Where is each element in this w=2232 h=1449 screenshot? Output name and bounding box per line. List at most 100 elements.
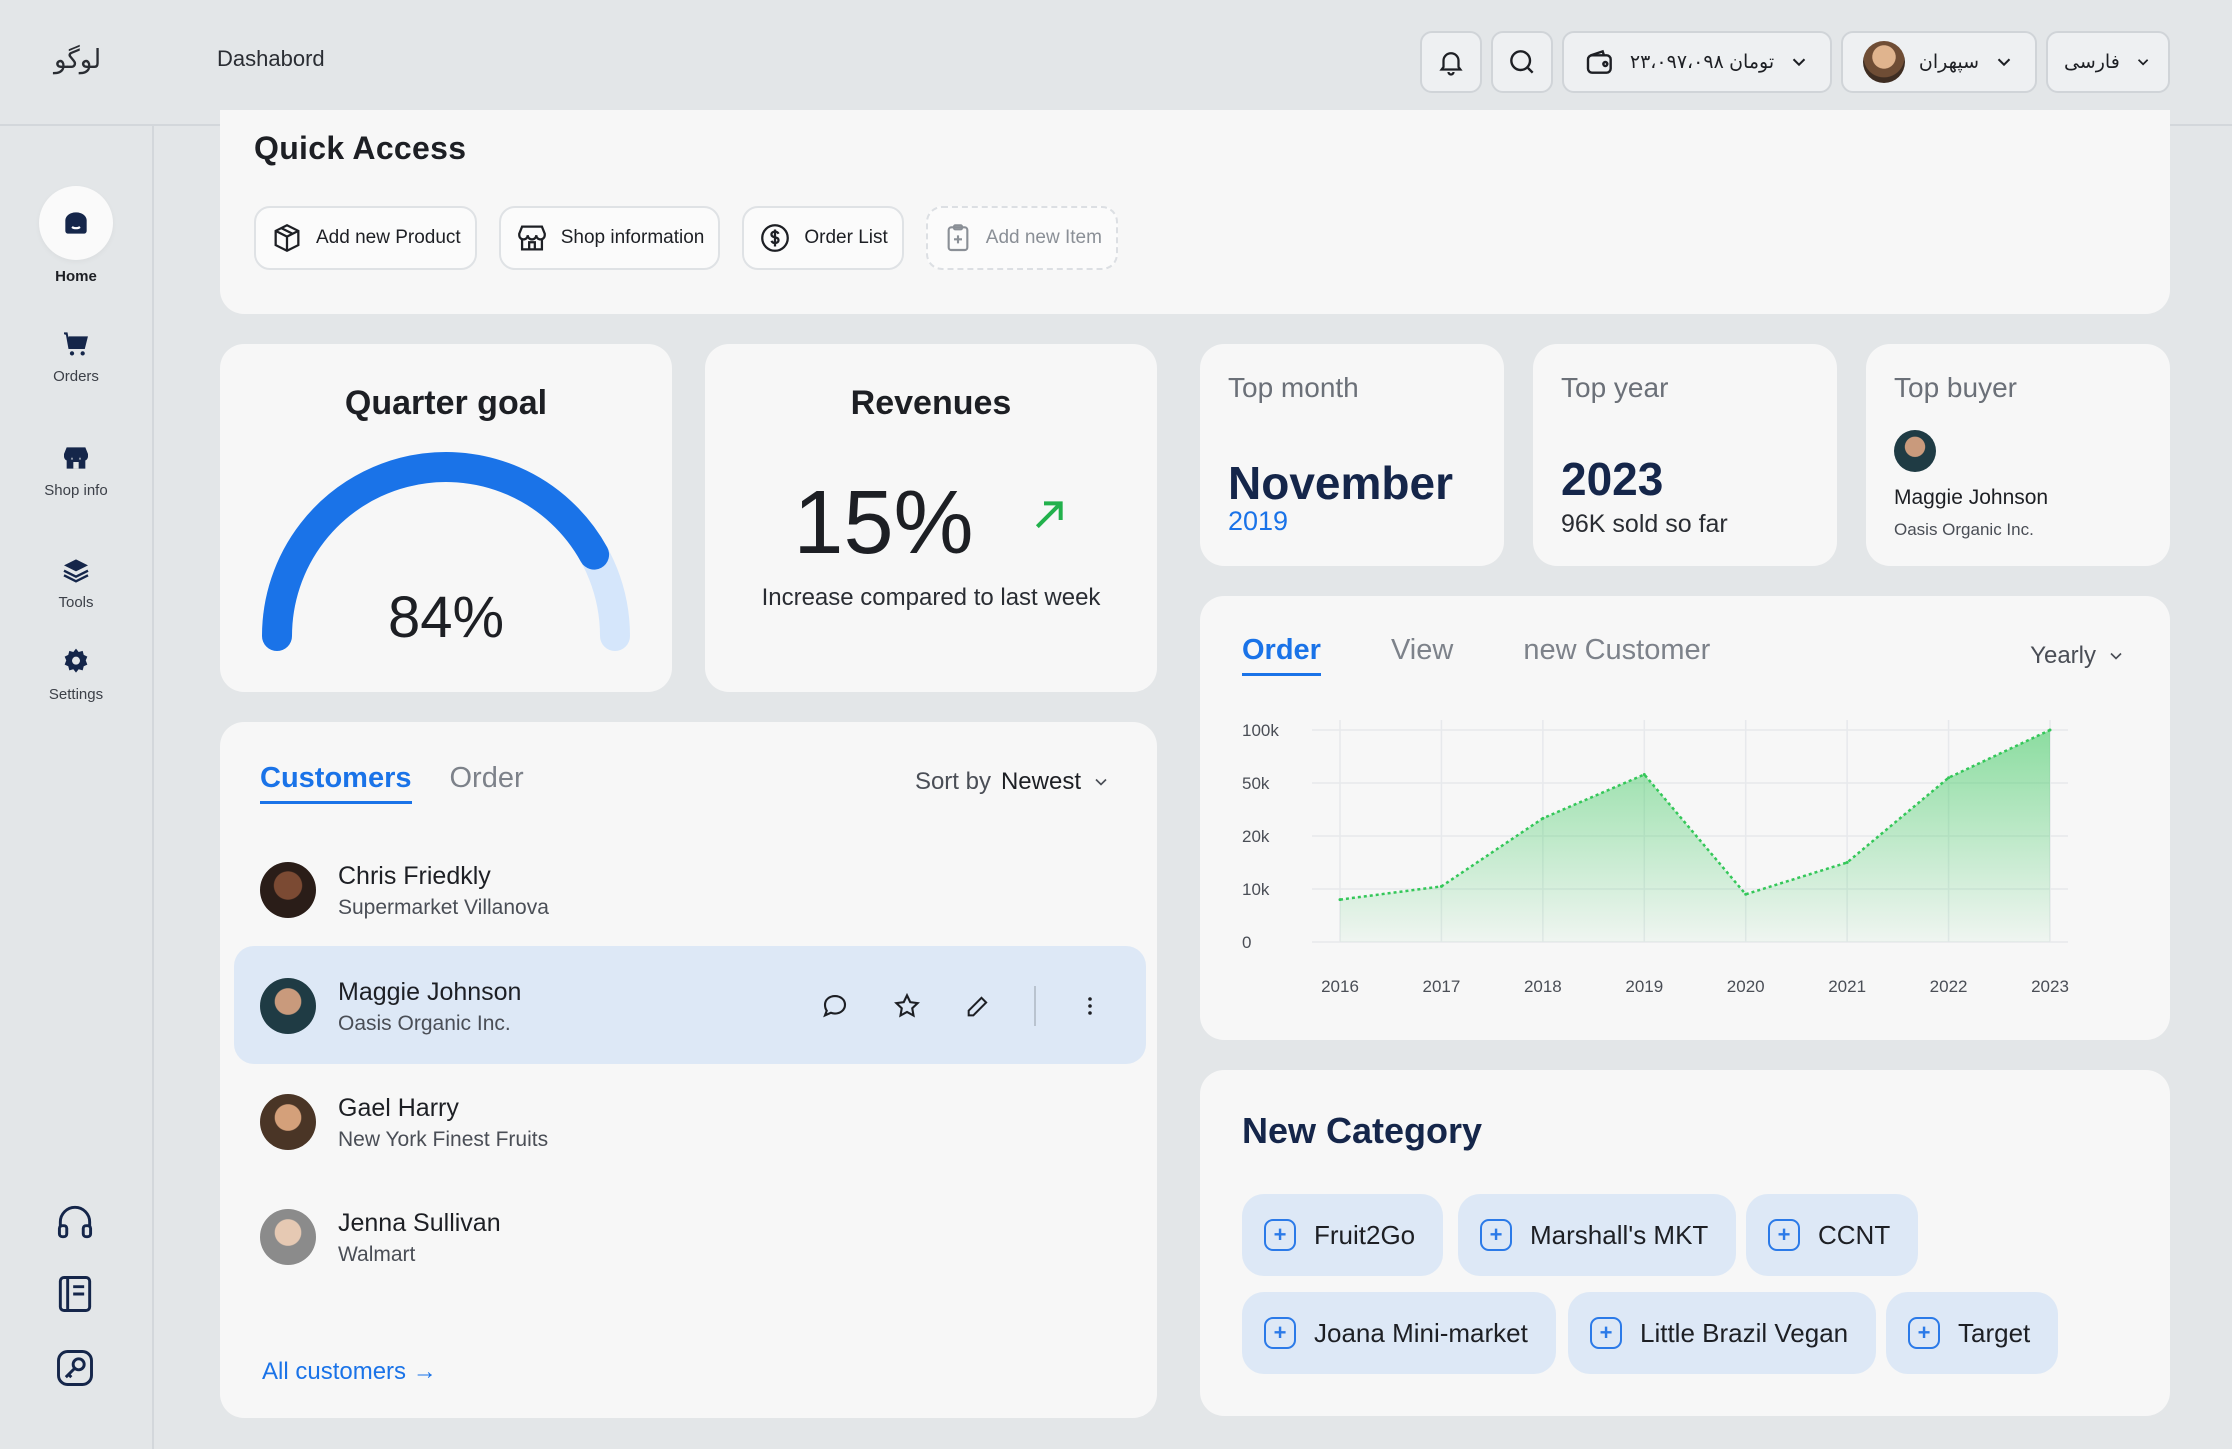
x-tick-label: 2016 bbox=[1321, 977, 1359, 996]
quick-access-buttons: Add new Product Shop information Order L… bbox=[254, 206, 1118, 270]
category-chip[interactable]: + Marshall's MKT bbox=[1458, 1194, 1737, 1276]
chevron-down-icon bbox=[1792, 58, 1806, 67]
category-chip-label: CCNT bbox=[1818, 1219, 1891, 1250]
x-tick-label: 2019 bbox=[1625, 977, 1663, 996]
tab-new-customer[interactable]: new Customer bbox=[1523, 634, 1711, 666]
add-new-item-button[interactable]: Add new Item bbox=[925, 206, 1118, 270]
series-line bbox=[1339, 728, 2051, 901]
support-button[interactable] bbox=[53, 1200, 97, 1244]
x-tick-label: 2017 bbox=[1423, 977, 1461, 996]
chart-tabs: Order View new Customer bbox=[1242, 634, 1710, 676]
language-label: فارسی bbox=[2064, 51, 2120, 73]
all-customers-link[interactable]: All customers → bbox=[262, 1358, 437, 1385]
customer-row-selected[interactable]: Maggie Johnson Oasis Organic Inc. bbox=[234, 946, 1146, 1064]
search-icon bbox=[1510, 50, 1534, 74]
plus-icon: + bbox=[1768, 1219, 1800, 1251]
sidebar-label-settings: Settings bbox=[48, 686, 104, 703]
search-button[interactable] bbox=[1491, 31, 1553, 93]
customer-avatar bbox=[260, 1209, 316, 1265]
top-year-label: Top year bbox=[1561, 372, 1669, 403]
add-new-product-button[interactable]: Add new Product bbox=[254, 206, 477, 270]
logo: لوگو bbox=[54, 44, 102, 74]
x-tick-label: 2018 bbox=[1524, 977, 1562, 996]
user-name: سپهران bbox=[1918, 51, 1980, 73]
customer-row[interactable]: Chris Friedkly Supermarket Villanova bbox=[234, 830, 1146, 948]
new-category-title: New Category bbox=[1242, 1110, 1483, 1151]
sidebar-label-orders: Orders bbox=[53, 368, 99, 385]
user-avatar bbox=[1862, 41, 1905, 83]
top-month-card: Top month November 2019 bbox=[1200, 344, 1504, 566]
customer-name: Chris Friedkly bbox=[338, 862, 491, 890]
data-point bbox=[2048, 728, 2052, 732]
top-buyer-label: Top buyer bbox=[1894, 372, 2017, 403]
category-chip[interactable]: + Little Brazil Vegan bbox=[1568, 1292, 1877, 1374]
category-chip[interactable]: + Fruit2Go bbox=[1242, 1194, 1444, 1276]
customer-company: New York Finest Fruits bbox=[338, 1128, 549, 1151]
bell-icon bbox=[1439, 52, 1463, 76]
plus-icon: + bbox=[1908, 1317, 1940, 1349]
tab-view[interactable]: View bbox=[1390, 634, 1454, 666]
notifications-button[interactable] bbox=[1420, 31, 1482, 93]
home-icon bbox=[65, 212, 87, 234]
customer-row[interactable]: Jenna Sullivan Walmart bbox=[234, 1177, 1146, 1295]
revenues-title: Revenues bbox=[850, 384, 1012, 422]
category-chip-label: Joana Mini-market bbox=[1314, 1317, 1528, 1348]
sort-prefix: Sort by bbox=[914, 768, 991, 795]
tab-order[interactable]: Order bbox=[449, 762, 524, 794]
revenues-subtitle: Increase compared to last week bbox=[761, 584, 1101, 611]
tab-order[interactable]: Order bbox=[1242, 634, 1321, 676]
shop-icon bbox=[64, 447, 88, 469]
category-chip[interactable]: + Target bbox=[1886, 1292, 2059, 1374]
top-actions: ۲۳،۰۹۷،۰۹۸ تومان سپهران فارسی bbox=[1420, 31, 2170, 93]
wallet-icon bbox=[1586, 49, 1612, 74]
category-chip-label: Target bbox=[1958, 1317, 2031, 1348]
pencil-icon[interactable] bbox=[964, 992, 992, 1020]
customer-name: Jenna Sullivan bbox=[338, 1209, 501, 1237]
quarter-goal-card: Quarter goal 84% bbox=[220, 344, 672, 692]
plus-icon: + bbox=[1264, 1317, 1296, 1349]
data-point bbox=[1845, 861, 1849, 864]
add-new-product-label: Add new Product bbox=[316, 227, 461, 248]
top-year-value: 2023 bbox=[1561, 453, 1664, 505]
category-chip-label: Little Brazil Vegan bbox=[1640, 1317, 1849, 1348]
revenues-value-row: 15% bbox=[705, 472, 1157, 575]
chat-icon[interactable] bbox=[820, 991, 850, 1021]
y-tick-label: 20k bbox=[1242, 827, 1270, 846]
customer-avatar bbox=[260, 978, 316, 1034]
category-chip[interactable]: + Joana Mini-market bbox=[1242, 1292, 1556, 1374]
sidebar-item-shop-info[interactable]: Shop info bbox=[0, 442, 152, 499]
category-chip-label: Fruit2Go bbox=[1314, 1219, 1416, 1250]
sidebar-item-orders[interactable]: Orders bbox=[0, 328, 152, 385]
more-vertical-icon[interactable] bbox=[1078, 991, 1102, 1021]
sort-dropdown[interactable]: Sort by Newest bbox=[915, 768, 1111, 796]
y-tick-label: 0 bbox=[1242, 933, 1251, 952]
tab-customers[interactable]: Customers bbox=[260, 762, 412, 804]
order-list-button[interactable]: Order List bbox=[742, 206, 904, 270]
revenues-card: Revenues 15% Increase compared to last w… bbox=[705, 344, 1157, 692]
customer-avatar bbox=[260, 862, 316, 918]
quarter-goal-title: Quarter goal bbox=[344, 384, 548, 422]
quarter-goal-value: 84% bbox=[387, 585, 505, 650]
customers-card: Customers Order Sort by Newest Chris Fri… bbox=[220, 722, 1157, 1418]
sidebar-item-home[interactable]: Home bbox=[0, 186, 152, 285]
docs-button[interactable] bbox=[53, 1272, 97, 1316]
clipboard-add-icon bbox=[947, 224, 969, 252]
star-icon[interactable] bbox=[892, 991, 922, 1021]
shop-information-button[interactable]: Shop information bbox=[498, 206, 721, 270]
dollar-icon bbox=[761, 224, 790, 252]
home-icon-holder bbox=[39, 186, 113, 260]
customer-name: Gael Harry bbox=[338, 1094, 459, 1122]
wallet-dropdown[interactable]: ۲۳،۰۹۷،۰۹۸ تومان bbox=[1562, 31, 1832, 93]
sidebar: Home Orders Shop info Tools Settings bbox=[0, 126, 154, 1449]
key-button[interactable] bbox=[53, 1346, 97, 1390]
sidebar-item-tools[interactable]: Tools bbox=[0, 554, 152, 611]
category-chip-label: Marshall's MKT bbox=[1530, 1219, 1709, 1250]
headphones-icon bbox=[57, 1205, 93, 1239]
user-dropdown[interactable]: سپهران bbox=[1841, 31, 2037, 93]
period-dropdown[interactable]: Yearly bbox=[2030, 642, 2126, 670]
category-chip[interactable]: + CCNT bbox=[1746, 1194, 1919, 1276]
sidebar-item-settings[interactable]: Settings bbox=[0, 646, 152, 703]
key-icon bbox=[57, 1350, 93, 1386]
customer-row[interactable]: Gael Harry New York Finest Fruits bbox=[234, 1062, 1146, 1180]
language-dropdown[interactable]: فارسی bbox=[2046, 31, 2170, 93]
